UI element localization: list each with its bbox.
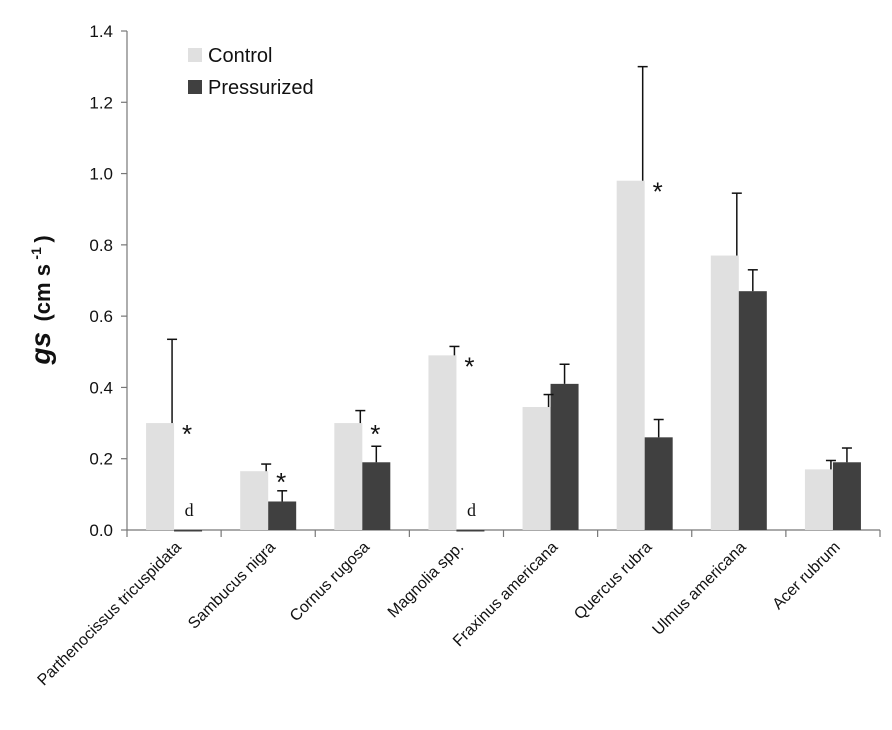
- bar-pressurized: [174, 530, 203, 532]
- bar-control: [522, 407, 551, 530]
- x-category-label: Parthenocissus tricuspidata: [35, 539, 185, 689]
- bar-control: [616, 180, 645, 530]
- significance-star: *: [370, 419, 380, 449]
- bar-control: [428, 355, 457, 530]
- annotations-layer: * d * * * d *: [182, 177, 663, 520]
- legend: Control Pressurized: [188, 45, 314, 99]
- x-category-label: Sambucus nigra: [185, 539, 279, 633]
- y-axis-label-symbol: gs: [25, 332, 56, 366]
- note-d: d: [185, 500, 194, 520]
- x-category-label: Cornus rugosa: [287, 539, 373, 625]
- x-category-label: Fraxinus americana: [450, 539, 561, 650]
- bar-pressurized: [362, 462, 391, 530]
- bar-control: [710, 255, 739, 531]
- y-axis-label-close: ): [30, 235, 55, 242]
- y-tick-label: 1.0: [89, 165, 113, 184]
- x-category-label: Quercus rubra: [571, 539, 655, 623]
- y-tick-label: 0.8: [89, 236, 113, 255]
- y-axis-label: gs (cm s -1 ): [25, 235, 56, 365]
- legend-swatch-control: [188, 48, 202, 62]
- legend-label-pressurized: Pressurized: [208, 77, 314, 99]
- significance-star: *: [653, 177, 663, 207]
- bar-control: [240, 471, 269, 530]
- y-tick-label: 0.4: [89, 378, 113, 397]
- y-tick-label: 0.0: [89, 521, 113, 540]
- bar-pressurized: [738, 291, 767, 530]
- significance-star: *: [464, 351, 474, 381]
- y-tick-label: 1.4: [89, 22, 113, 41]
- x-category-label: Acer rubrum: [769, 539, 843, 613]
- y-axis-label-unit: (cm s: [30, 264, 55, 321]
- y-tick-label: 1.2: [89, 93, 113, 112]
- bar-control: [334, 423, 363, 530]
- bar-pressurized: [832, 462, 861, 530]
- y-tick-label: 0.6: [89, 307, 113, 326]
- legend-swatch-pressurized: [188, 80, 202, 94]
- significance-star: *: [182, 419, 192, 449]
- y-tick-label: 0.2: [89, 450, 113, 469]
- bar-pressurized: [268, 501, 297, 530]
- x-category-label: Ulmus americana: [650, 539, 750, 639]
- note-d: d: [467, 500, 476, 520]
- bar-pressurized: [456, 530, 485, 532]
- error-bars-layer: [167, 65, 852, 502]
- bar-control: [146, 423, 175, 530]
- significance-star: *: [276, 467, 286, 497]
- y-axis-label-superscript: -1: [28, 247, 44, 260]
- bars-layer: [146, 180, 861, 532]
- bar-control: [804, 469, 833, 530]
- bar-pressurized: [644, 437, 673, 530]
- legend-label-control: Control: [208, 45, 272, 67]
- x-category-label: Magnolia spp.: [385, 539, 467, 621]
- bar-pressurized: [550, 383, 579, 530]
